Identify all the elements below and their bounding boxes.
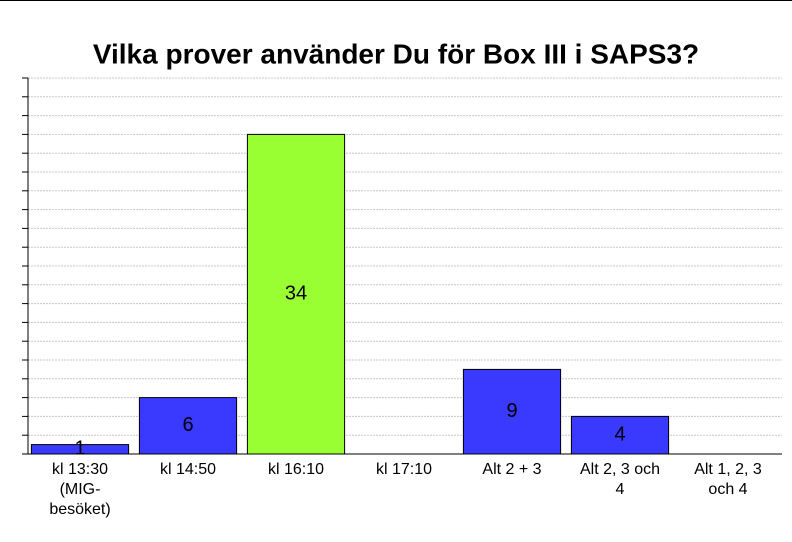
data-label: 34 xyxy=(285,282,307,304)
x-tick-label: Alt 2, 3 och 4 xyxy=(579,461,661,498)
data-label: 1 xyxy=(74,438,85,460)
x-tick-label: Alt 2 + 3 xyxy=(482,461,542,478)
bar xyxy=(138,397,238,455)
x-tick-label: kl 17:10 xyxy=(375,461,433,478)
data-label: 4 xyxy=(614,423,625,445)
x-tick-label: Alt 1, 2, 3 och 4 xyxy=(694,461,762,498)
bar xyxy=(246,133,346,455)
bar xyxy=(570,415,670,455)
x-tick-label: kl 14:50 xyxy=(159,461,217,478)
chart-title: Vilka prover använder Du för Box III i S… xyxy=(93,38,699,69)
data-label: 9 xyxy=(506,400,517,422)
data-label: 6 xyxy=(182,414,193,436)
bar xyxy=(30,444,130,455)
x-tick-label: kl 16:10 xyxy=(267,461,325,478)
x-tick-label: kl 13:30 (MIG- besöket) xyxy=(49,461,111,518)
bar xyxy=(462,368,562,455)
